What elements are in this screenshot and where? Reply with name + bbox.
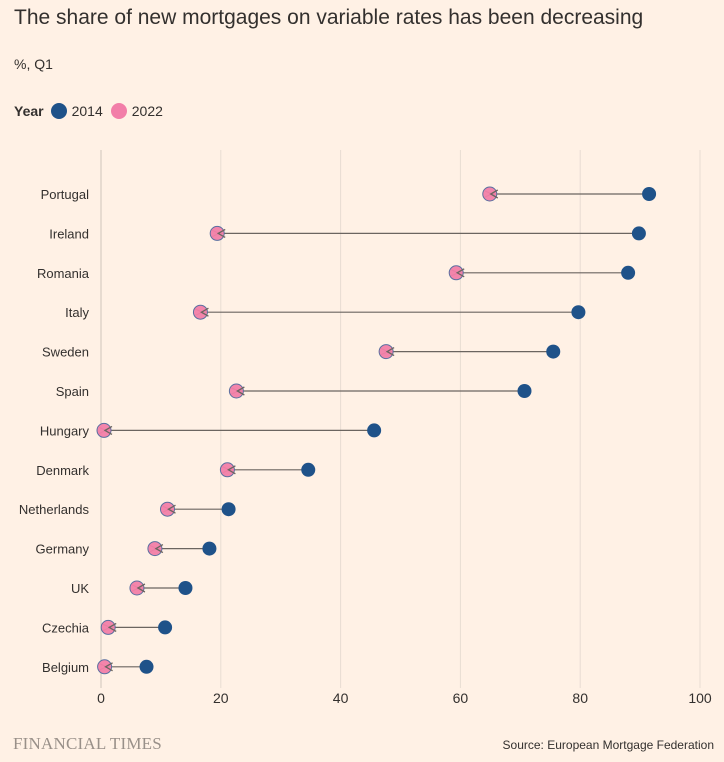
arrow-tip-romania — [455, 268, 465, 278]
legend-swatch-2014 — [50, 103, 67, 119]
category-label-ireland: Ireland — [49, 226, 89, 241]
arrow-tip-denmark — [227, 465, 236, 475]
arrow-tip-italy — [200, 307, 209, 317]
legend-label-2014: 2014 — [71, 103, 103, 119]
data-points — [96, 186, 657, 675]
point-2014-uk — [178, 581, 193, 595]
arrow-tip-portugal — [489, 189, 499, 199]
point-2014-denmark — [301, 462, 316, 477]
source-note: Source: European Mortgage Federation — [502, 738, 714, 752]
legend: Year 2014 2022 — [14, 103, 166, 119]
point-2014-romania — [621, 265, 636, 280]
point-2014-hungary — [367, 423, 382, 438]
point-2014-belgium — [139, 659, 154, 674]
arrow-tip-hungary — [103, 425, 113, 435]
point-2014-czechia — [158, 620, 173, 635]
legend-swatch-2022 — [110, 103, 127, 119]
chart-subtitle: %, Q1 — [14, 56, 53, 72]
arrow-tip-uk — [136, 583, 146, 593]
category-label-germany: Germany — [36, 542, 90, 557]
x-tick-label-40: 40 — [333, 690, 349, 706]
point-2014-italy — [571, 305, 586, 320]
x-tick-label-60: 60 — [453, 690, 469, 706]
x-tick-label-100: 100 — [688, 690, 712, 706]
category-label-italy: Italy — [65, 305, 89, 320]
arrow-tip-sweden — [385, 347, 395, 357]
category-label-romania: Romania — [37, 266, 90, 281]
arrow-tip-spain — [236, 386, 245, 396]
category-label-belgium: Belgium — [42, 660, 89, 675]
arrow-lines — [106, 194, 650, 667]
arrow-tip-ireland — [216, 228, 226, 238]
x-tick-label-0: 0 — [97, 690, 105, 706]
grid-layer — [100, 150, 701, 688]
category-label-denmark: Denmark — [36, 463, 89, 478]
point-2014-portugal — [642, 187, 657, 201]
point-2014-ireland — [631, 226, 646, 241]
category-label-uk: UK — [71, 581, 89, 596]
legend-item-2022: 2022 — [110, 103, 163, 119]
category-label-portugal: Portugal — [41, 187, 90, 202]
legend-label-2022: 2022 — [131, 103, 163, 119]
x-tick-label-20: 20 — [213, 690, 229, 706]
brand-logo: FINANCIAL TIMES — [13, 734, 162, 753]
point-2014-sweden — [546, 344, 561, 359]
point-2014-netherlands — [221, 502, 236, 517]
legend-title: Year — [14, 103, 44, 119]
chart-title: The share of new mortgages on variable r… — [14, 6, 644, 29]
arrow-tip-belgium — [104, 662, 113, 672]
category-labels: Portugal Ireland Romania Italy Sweden Spain Hu… — [19, 187, 90, 675]
category-label-netherlands: Netherlands — [19, 502, 90, 517]
arrow-tip-germany — [154, 544, 164, 554]
category-label-sweden: Sweden — [42, 345, 89, 360]
x-tick-label-80: 80 — [572, 690, 588, 706]
category-label-hungary: Hungary — [40, 423, 90, 438]
point-2014-spain — [517, 384, 532, 398]
x-axis: 0 20 40 60 80 100 — [97, 690, 712, 706]
legend-item-2014: 2014 — [50, 103, 103, 119]
arrow-tip-czechia — [107, 622, 117, 632]
category-label-spain: Spain — [56, 384, 89, 399]
category-label-czechia: Czechia — [42, 620, 90, 635]
arrow-tip-netherlands — [167, 504, 176, 514]
point-2014-germany — [202, 541, 217, 556]
